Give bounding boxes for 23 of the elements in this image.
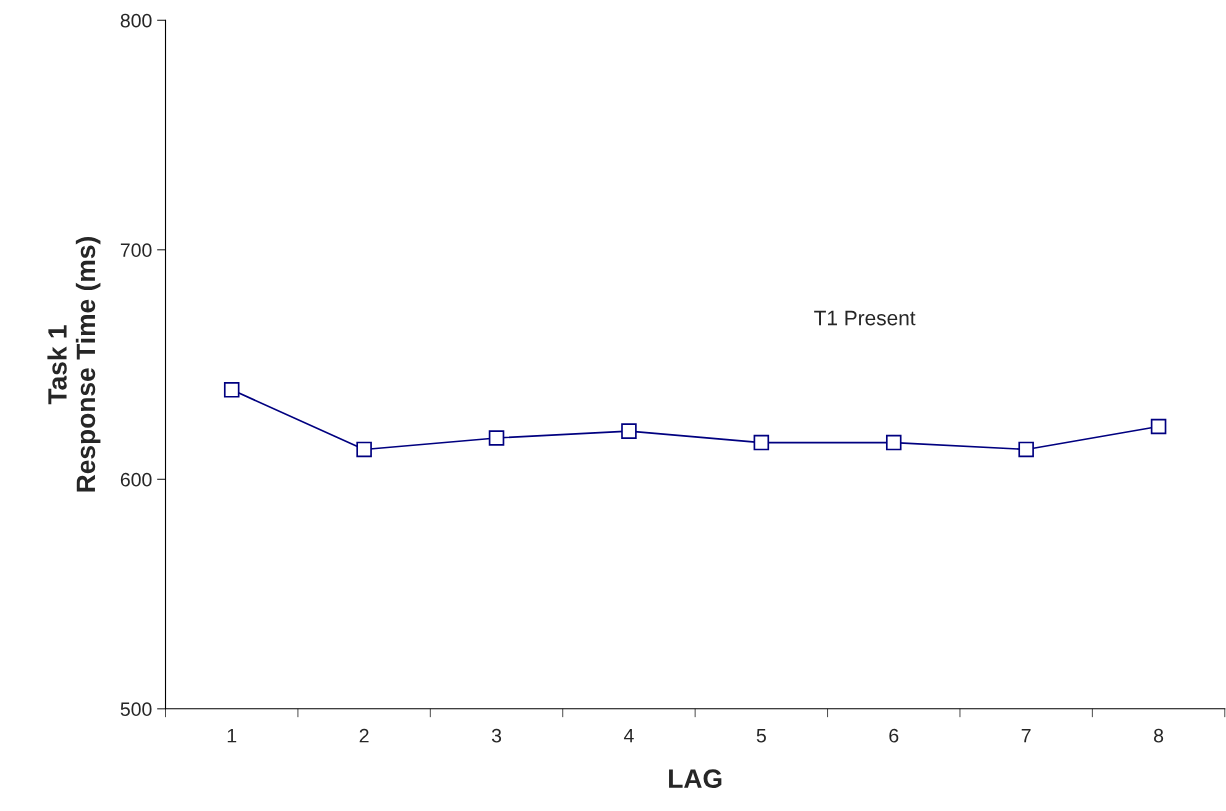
- y-tick-label: 800: [120, 13, 152, 28]
- x-tick-label: 8: [1154, 728, 1164, 743]
- point: [753, 434, 770, 451]
- x-tick-label: 7: [1021, 728, 1031, 743]
- y-tick-label: 600: [120, 472, 152, 487]
- y-tick-label: 700: [120, 243, 152, 258]
- point: [1150, 418, 1167, 435]
- point: [356, 441, 372, 458]
- point: [621, 423, 637, 439]
- x-axis-title: LAG: [669, 769, 722, 788]
- annotation: T1 Present: [814, 310, 916, 326]
- x-tick-label: 6: [889, 728, 899, 743]
- point: [488, 430, 505, 446]
- point: [885, 434, 902, 451]
- x-tick-label: 4: [623, 728, 634, 743]
- x-tick-label: 1: [227, 728, 237, 743]
- y-axis-title: Task 1 Response Time (ms): [47, 237, 101, 492]
- y-tick-label: 500: [120, 702, 152, 717]
- x-tick-label: 5: [756, 728, 766, 743]
- x-tick-label: 3: [491, 728, 502, 743]
- point: [1018, 441, 1034, 458]
- x-tick-label: 2: [359, 728, 369, 743]
- point: [223, 382, 240, 398]
